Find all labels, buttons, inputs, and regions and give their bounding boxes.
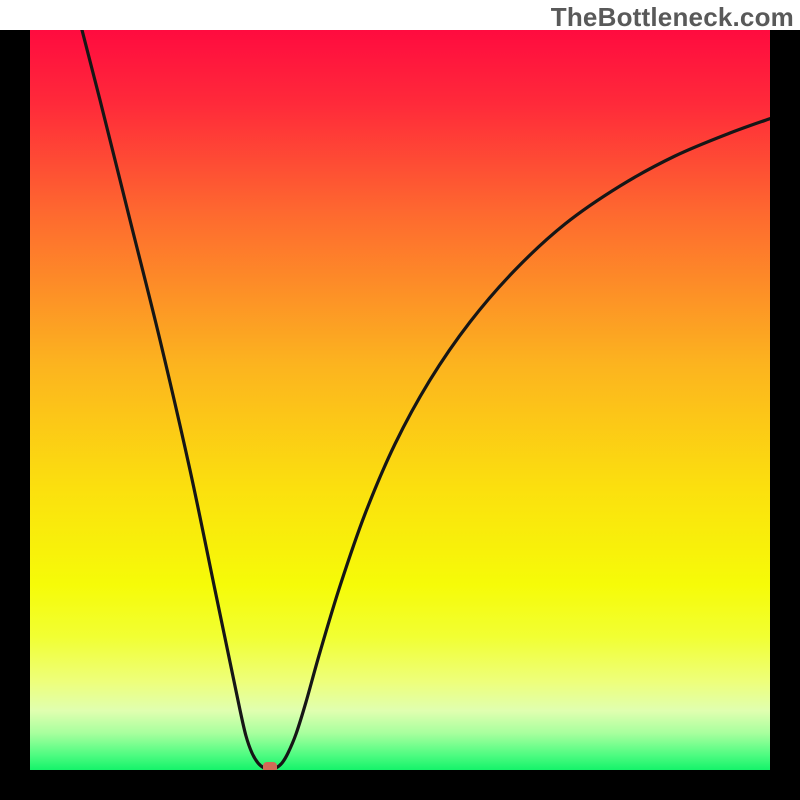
watermark-text: TheBottleneck.com: [551, 2, 794, 33]
bottleneck-curve: [30, 30, 770, 770]
optimal-point-marker: [263, 762, 277, 771]
plot-inner: [30, 30, 770, 770]
